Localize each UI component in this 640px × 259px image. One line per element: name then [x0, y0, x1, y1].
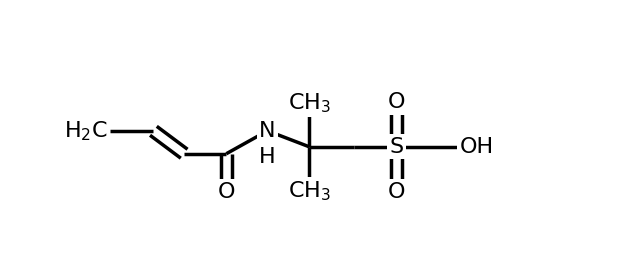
Text: O: O: [388, 92, 405, 112]
Text: H$_2$C: H$_2$C: [63, 119, 108, 143]
Text: N: N: [259, 121, 276, 141]
Text: O: O: [218, 182, 235, 202]
Text: H: H: [259, 147, 276, 167]
Text: OH: OH: [460, 137, 493, 157]
Text: CH$_3$: CH$_3$: [287, 91, 331, 115]
Text: CH$_3$: CH$_3$: [287, 180, 331, 203]
Text: O: O: [388, 182, 405, 202]
Text: S: S: [389, 137, 403, 157]
